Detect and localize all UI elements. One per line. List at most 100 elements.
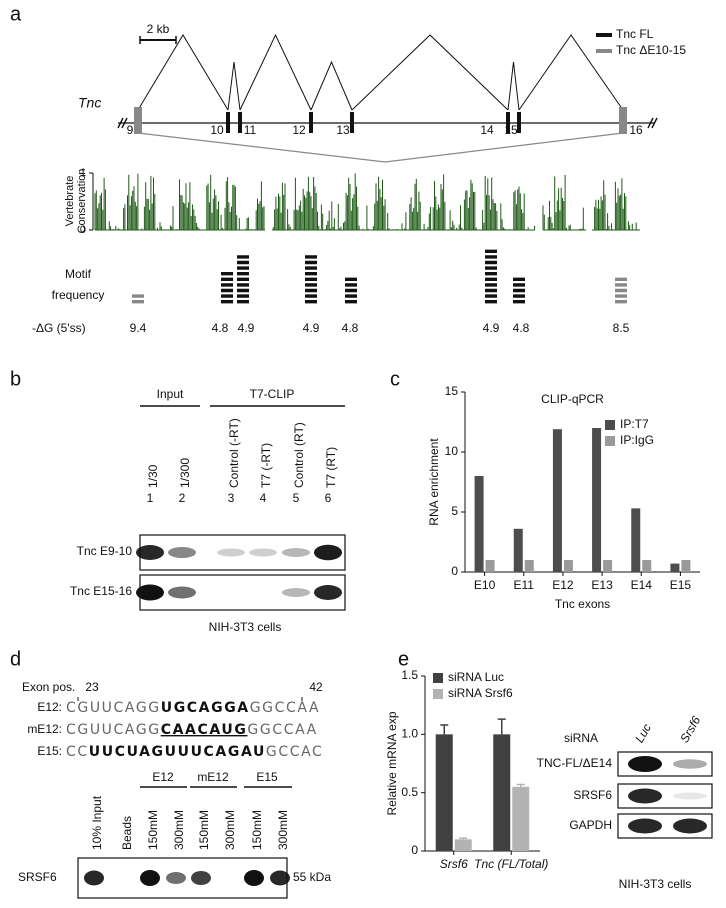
- motif-stack: [237, 255, 249, 304]
- exon: [350, 112, 354, 133]
- error-bar: [497, 718, 506, 735]
- motif-stack: [615, 277, 627, 304]
- y-tick-label: 1.0: [401, 727, 418, 741]
- legend-label: siRNA Luc: [448, 670, 504, 684]
- position: 23: [85, 680, 99, 694]
- bar: [563, 560, 573, 572]
- row-label: Tnc E9-10: [77, 544, 133, 558]
- dg-value: 9.4: [130, 321, 147, 335]
- intron-arc: [137, 34, 229, 111]
- exon-label: 15: [504, 123, 518, 137]
- exon: [238, 112, 242, 133]
- group-label: E15: [256, 770, 278, 784]
- position-label: Exon pos.: [22, 680, 75, 694]
- sequence-segment: GGCCAA: [247, 722, 317, 738]
- blot-band: [191, 871, 211, 885]
- blot-title: siRNA: [564, 731, 598, 745]
- skip-arc: [137, 132, 624, 163]
- y-axis-label: Relative mRNA exp: [385, 711, 399, 815]
- group-label: T7-CLIP: [250, 387, 295, 401]
- panel-label: d: [10, 648, 21, 670]
- y-tick-label: 15: [445, 384, 459, 398]
- lane-label: 10% Input: [90, 795, 104, 850]
- sequence-segment: GGCCAA: [250, 700, 320, 716]
- y-tick-label: 5: [451, 504, 458, 518]
- blot-band: [673, 759, 707, 769]
- caption: NIH-3T3 cells: [619, 877, 692, 891]
- bar: [642, 560, 652, 572]
- blot-band: [168, 586, 196, 599]
- blot-band: [140, 870, 160, 886]
- row-label: GAPDH: [569, 818, 612, 832]
- intron-arc: [507, 61, 520, 111]
- lane-number: 6: [325, 491, 332, 505]
- error-bar: [459, 837, 468, 840]
- panel-label: e: [398, 648, 409, 670]
- exon-label: 10: [210, 123, 224, 137]
- exon: [309, 112, 313, 133]
- legend-swatch: [605, 436, 615, 446]
- panel-label: a: [10, 3, 22, 25]
- sequence-segment: CC: [66, 744, 89, 760]
- dg-value: 8.5: [613, 321, 630, 335]
- x-tick-label: Srsf6: [440, 857, 468, 871]
- row-label: frequency: [52, 288, 105, 302]
- blot-band: [84, 870, 104, 886]
- motif-stack: [345, 277, 357, 304]
- bar: [631, 508, 641, 572]
- exon: [134, 107, 142, 134]
- row-label: TNC-FL/ΔE14: [537, 756, 613, 770]
- bar: [603, 560, 613, 572]
- blot-band: [673, 818, 707, 834]
- y-tick-label: 1.5: [401, 668, 418, 682]
- lane-label: 1/30: [146, 464, 160, 488]
- conservation-track: [94, 173, 640, 231]
- legend-label: Tnc FL: [616, 27, 654, 41]
- motif-stack: [132, 294, 144, 304]
- blot-band: [628, 788, 662, 804]
- lane-number: 3: [228, 491, 235, 505]
- blot-band: [314, 544, 342, 561]
- exon: [506, 112, 510, 133]
- break-mark: [117, 117, 128, 129]
- lane-number: 5: [293, 491, 300, 505]
- motif-stack: [485, 249, 497, 304]
- sequence: CGUUCAGGUGCAGGAGGCCAA: [66, 700, 320, 716]
- error-bar: [516, 783, 525, 787]
- legend-swatch: [433, 689, 443, 699]
- scale-label: 2 kb: [147, 22, 170, 36]
- exon-label: 12: [292, 123, 306, 137]
- exon-label: 16: [629, 123, 643, 137]
- sequence-name: E12:: [37, 700, 62, 714]
- y-tick-label: 0: [411, 843, 418, 857]
- dg-value: 4.9: [238, 321, 255, 335]
- blot-band: [244, 870, 264, 886]
- group-label: Input: [157, 387, 184, 401]
- exon: [226, 112, 230, 133]
- caption: NIH-3T3 cells: [209, 620, 282, 634]
- blot-band: [249, 548, 277, 557]
- panel-label: b: [10, 368, 21, 390]
- exon-label: 13: [336, 123, 350, 137]
- blot-band: [282, 588, 310, 597]
- bar: [592, 428, 602, 572]
- lane-label: 1/300: [178, 458, 192, 488]
- y-tick-label: 0: [451, 564, 458, 578]
- track-label: Vertebrate: [64, 176, 76, 227]
- intron-arc: [518, 34, 624, 111]
- sequence-segment: CGUUCAGG: [66, 722, 161, 738]
- blot-band: [628, 756, 662, 772]
- blot-band: [168, 547, 196, 558]
- blot-frame: [617, 751, 713, 777]
- legend-label: Tnc ΔE10-15: [616, 43, 686, 57]
- motif-stack: [305, 255, 317, 304]
- lane-label: 300mM: [172, 810, 186, 850]
- bar: [524, 560, 534, 572]
- lane-label: 300mM: [276, 810, 290, 850]
- row-label: SRSF6: [573, 788, 612, 802]
- intron-arc: [351, 34, 509, 111]
- y-tick-label: 10: [445, 444, 459, 458]
- x-tick-label: E11: [514, 578, 535, 592]
- bar: [670, 563, 680, 572]
